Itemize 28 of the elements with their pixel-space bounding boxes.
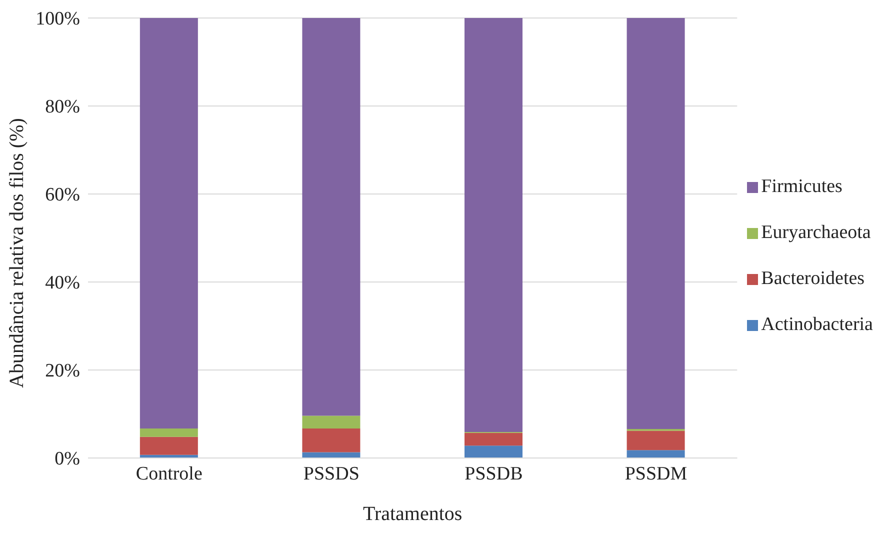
bar — [626, 430, 685, 450]
bar — [626, 450, 685, 458]
bar — [464, 446, 523, 458]
x-axis-title: Tratamentos — [362, 503, 462, 526]
x-tick-label: PSSDM — [624, 463, 688, 484]
bar — [464, 432, 523, 446]
x-tick-label: Controle — [136, 463, 202, 484]
y-tick-label: 60% — [45, 184, 80, 206]
y-tick-label: 20% — [45, 360, 80, 382]
x-tick-label: PSSDB — [464, 463, 523, 484]
bar — [140, 436, 198, 455]
bar — [464, 18, 523, 432]
y-tick-label: 100% — [36, 8, 80, 30]
legend-label: Firmicutes — [761, 176, 842, 198]
legend-label: Euryarchaeota — [761, 222, 871, 244]
legend-label: Actinobacteria — [761, 314, 873, 336]
bar — [302, 18, 360, 416]
bar — [140, 18, 198, 429]
legend-label: Bacteroidetes — [761, 268, 865, 290]
x-tick-label: PSSDS — [303, 463, 360, 484]
y-axis-title: Abundância relativa dos filos (%) — [6, 118, 28, 388]
y-tick-label: 80% — [45, 96, 80, 118]
bar — [140, 428, 198, 437]
y-tick-label: 40% — [45, 272, 80, 294]
bar — [626, 18, 685, 429]
bar — [302, 428, 360, 452]
bar — [302, 416, 360, 429]
y-tick-label: 0% — [54, 448, 80, 470]
